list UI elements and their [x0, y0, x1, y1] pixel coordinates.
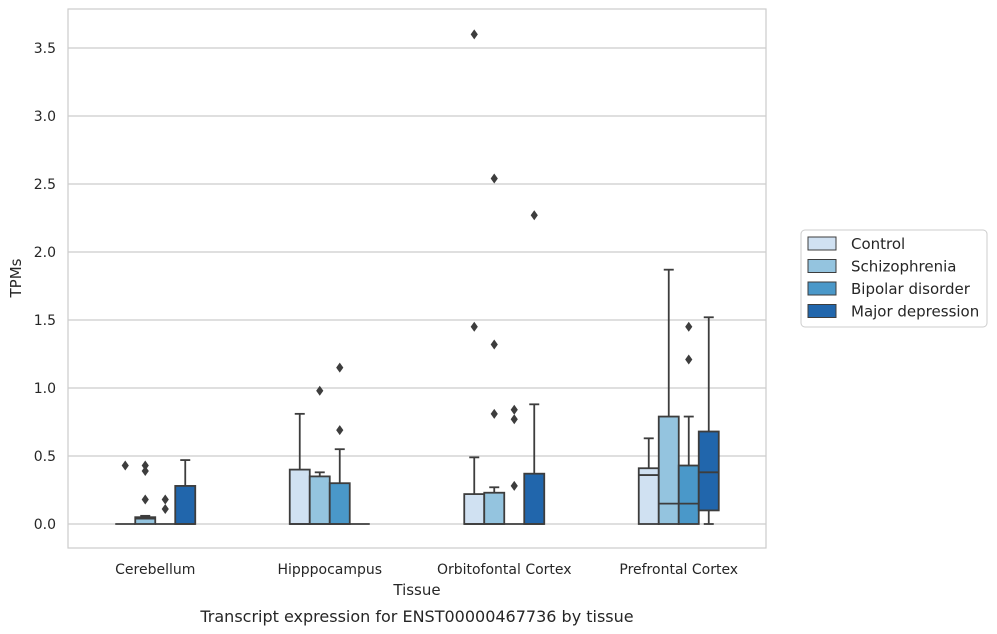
legend-swatch [807, 281, 837, 296]
box-body [174, 485, 197, 525]
legend-swatch [807, 259, 837, 273]
outlier-point [121, 460, 129, 471]
x-axis-label: Tissue [392, 581, 440, 599]
box-body [677, 464, 700, 525]
box-body [463, 493, 486, 525]
legend-label: Bipolar disorder [851, 280, 971, 298]
box-major-depression-cerebellum [174, 459, 197, 525]
legend-frame [800, 229, 988, 328]
outlier-point [161, 504, 169, 515]
box-schizophrenia-orbitofontal-cortex [483, 173, 506, 525]
outlier-point [141, 460, 149, 471]
y-tick-label: 2.5 [34, 177, 56, 193]
x-tick-label: Hipppocampus [277, 562, 382, 578]
box-body [523, 472, 546, 525]
legend-swatch [807, 236, 837, 251]
legend-label: Control [851, 235, 905, 253]
box-schizophrenia-cerebellum [134, 460, 157, 525]
y-tick-label: 1.0 [34, 381, 56, 397]
y-axis-label: TPMs [7, 258, 25, 298]
box-body [697, 430, 720, 512]
outlier-point [685, 321, 693, 332]
box-body [328, 482, 351, 525]
outlier-point [161, 494, 169, 505]
outlier-point [530, 210, 538, 221]
outlier-point [490, 408, 498, 419]
box-bipolar-disorder-prefrontal-cortex [677, 321, 700, 525]
outlier-point [141, 465, 149, 476]
outlier-point [510, 404, 518, 415]
y-tick-label: 2.0 [34, 245, 56, 261]
box-major-depression-prefrontal-cortex [697, 316, 720, 525]
chart-caption: Transcript expression for ENST0000046773… [199, 607, 633, 626]
outlier-point [336, 362, 344, 373]
x-axis-ticks: Cerebellum Hipppocampus Orbitofontal Corte… [115, 562, 738, 578]
legend-label: Schizophrenia [851, 258, 956, 276]
outlier-point [490, 339, 498, 350]
box-major-depression-orbitofontal-cortex [523, 210, 546, 525]
plot-area [67, 8, 767, 549]
box-body [308, 475, 331, 525]
box-bipolar-disorder-orbitofontal-cortex [504, 404, 525, 525]
box-body [288, 468, 311, 525]
y-axis-ticks: 0.0 0.5 1.0 1.5 2.0 2.5 3.0 3.5 [34, 41, 56, 533]
y-tick-label: 0.0 [34, 517, 56, 533]
y-tick-label: 3.0 [34, 109, 56, 125]
box-control-prefrontal-cortex [637, 437, 660, 525]
outlier-point [141, 494, 149, 505]
y-tick-label: 0.5 [34, 449, 56, 465]
y-tick-label: 1.5 [34, 313, 56, 329]
box-control-cerebellum [115, 460, 136, 525]
y-tick-label: 3.5 [34, 41, 56, 57]
box-body [637, 467, 660, 525]
outlier-point [510, 414, 518, 425]
outlier-point [470, 29, 478, 40]
outlier-point [490, 173, 498, 184]
legend: Control Schizophrenia Bipolar disorder Majo… [800, 229, 988, 328]
box-series [115, 29, 720, 525]
outlier-point [470, 321, 478, 332]
x-tick-label: Orbitofontal Cortex [437, 562, 572, 578]
outlier-point [316, 385, 324, 396]
outlier-point [510, 480, 518, 491]
outlier-point [336, 425, 344, 436]
legend-label: Major depression [851, 303, 979, 321]
x-tick-label: Cerebellum [115, 562, 195, 578]
box-body [134, 516, 157, 525]
box-bipolar-disorder-hipppocampus [328, 362, 351, 525]
box-bipolar-disorder-cerebellum [155, 494, 176, 525]
box-body [657, 415, 680, 525]
box-body [483, 491, 506, 525]
outlier-point [685, 354, 693, 365]
x-tick-label: Prefrontal Cortex [619, 562, 738, 578]
legend-swatch [807, 304, 837, 318]
